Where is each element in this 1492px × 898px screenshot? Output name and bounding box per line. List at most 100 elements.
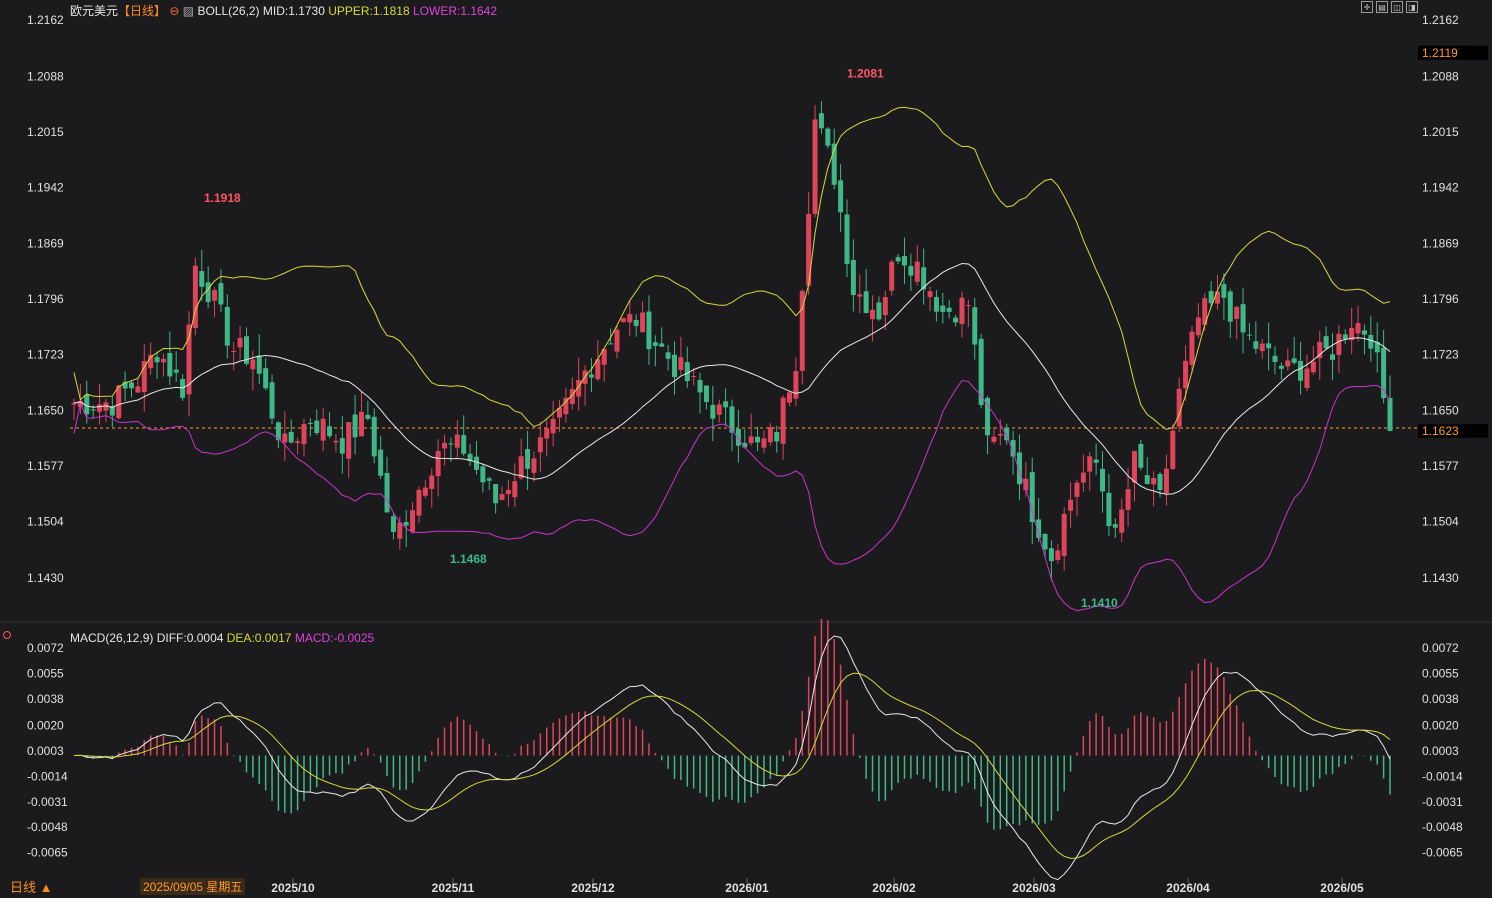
candle-body <box>1349 327 1355 341</box>
candle-body <box>218 283 224 305</box>
candle-body <box>914 261 920 282</box>
candle-body <box>1144 475 1150 484</box>
price-tick-label: 1.1942 <box>1422 181 1459 195</box>
candle-body <box>1048 548 1054 562</box>
candle-body <box>454 434 460 448</box>
price-tick-label: 1.1942 <box>27 181 64 195</box>
macd-tick-label: 0.0003 <box>1422 744 1459 758</box>
candle-body <box>1138 444 1144 468</box>
candle-body <box>1272 355 1278 362</box>
collapse-icon[interactable]: ◨ <box>1406 1 1418 13</box>
candle-body <box>985 397 991 436</box>
candle-body <box>467 453 473 461</box>
extreme-price-label: 1.1468 <box>450 552 487 566</box>
candle-body <box>371 416 377 457</box>
candle-body <box>614 329 620 352</box>
candle-body <box>991 436 997 442</box>
candle-body <box>1023 478 1029 491</box>
candle-body <box>275 422 281 441</box>
macd-series <box>73 618 1391 881</box>
price-tick-label: 1.1796 <box>1422 292 1459 306</box>
x-tick-label: 2025/12 <box>571 881 615 895</box>
candle-body <box>799 290 805 371</box>
candle-body <box>1068 499 1074 511</box>
candle-body <box>256 355 262 374</box>
candle-body <box>224 306 230 346</box>
candle-body <box>512 481 518 498</box>
candle-body <box>601 349 607 365</box>
candle-body <box>263 368 269 389</box>
macd-toggle-icon[interactable] <box>3 631 11 639</box>
candle-body <box>723 401 729 408</box>
boll-bands <box>73 106 1391 612</box>
period-tag[interactable]: 【日线】 <box>118 4 167 18</box>
candle-body <box>1381 347 1387 399</box>
candle-body <box>742 442 748 448</box>
price-tick-label: 1.2088 <box>1422 69 1459 83</box>
candle-body <box>697 379 703 393</box>
layout-icon[interactable]: ▤ <box>1376 1 1388 13</box>
candle-body <box>946 307 952 312</box>
expand-icon[interactable]: ◫ <box>1391 1 1403 13</box>
period-selector[interactable]: 日线 ▲ <box>10 880 53 895</box>
macd-label: MACD(26,12,9) <box>70 631 154 645</box>
candle-body <box>1291 358 1297 363</box>
candle-body <box>1080 472 1086 483</box>
candle-body <box>1387 398 1393 431</box>
macd-tick-label: 0.0020 <box>27 719 64 733</box>
candle-body <box>186 324 192 395</box>
candle-body <box>921 267 927 290</box>
macd-tick-label: -0.0048 <box>27 820 68 834</box>
candle-body <box>358 411 364 437</box>
candle-body <box>678 357 684 370</box>
price-tick-label: 1.1650 <box>1422 403 1459 417</box>
candle-body <box>825 128 831 146</box>
candle-body <box>1131 451 1137 483</box>
candle-body <box>1259 343 1265 352</box>
candle-body <box>1119 509 1125 533</box>
candle-body <box>295 441 301 444</box>
price-tick-label: 1.1504 <box>27 515 64 529</box>
candle-body <box>192 265 198 329</box>
candle-body <box>1298 360 1304 381</box>
candle-body <box>716 404 722 415</box>
candle-body <box>767 426 773 443</box>
candle-body <box>243 336 249 364</box>
axis-labels: 1.2162 1.2162 1.2088 1.2088 1.2015 1.2015 1.19… <box>27 13 1463 895</box>
x-tick-label: 2026/05 <box>1320 881 1364 895</box>
candle-body <box>486 478 492 481</box>
candle-body <box>397 522 403 539</box>
candle-body <box>1227 291 1233 322</box>
candle-body <box>314 420 320 434</box>
candle-body <box>390 516 396 532</box>
candle-body <box>1253 341 1259 349</box>
macd-diff-line <box>73 635 1391 881</box>
boll-lower: LOWER:1.1642 <box>412 4 498 18</box>
candle-body <box>665 352 671 359</box>
candle-body <box>748 436 754 444</box>
candle-body <box>109 406 115 416</box>
candle-body <box>1368 334 1374 349</box>
candle-body <box>1157 474 1163 490</box>
high-price-tag-bg <box>1418 45 1488 60</box>
settings-icon[interactable]: ⊖ <box>169 4 180 18</box>
candle-body <box>608 343 614 345</box>
candle-body <box>640 312 646 333</box>
x-tick-label: 2026/01 <box>725 881 769 895</box>
candle-body <box>1323 336 1329 349</box>
candle-body <box>135 386 141 393</box>
candle-body <box>793 371 799 399</box>
candle-body <box>269 382 275 419</box>
candle-body <box>818 113 824 129</box>
candle-body <box>1106 492 1112 527</box>
macd-tick-label: 0.0003 <box>27 744 64 758</box>
candle-body <box>850 260 856 296</box>
candle-body <box>1036 519 1042 538</box>
candle-body <box>1093 459 1099 463</box>
price-tick-label: 1.2015 <box>1422 125 1459 139</box>
candle-body <box>141 361 147 393</box>
candle-body <box>927 291 933 298</box>
candle-body <box>333 440 339 443</box>
crosshair-icon[interactable]: ✛ <box>1361 1 1373 13</box>
